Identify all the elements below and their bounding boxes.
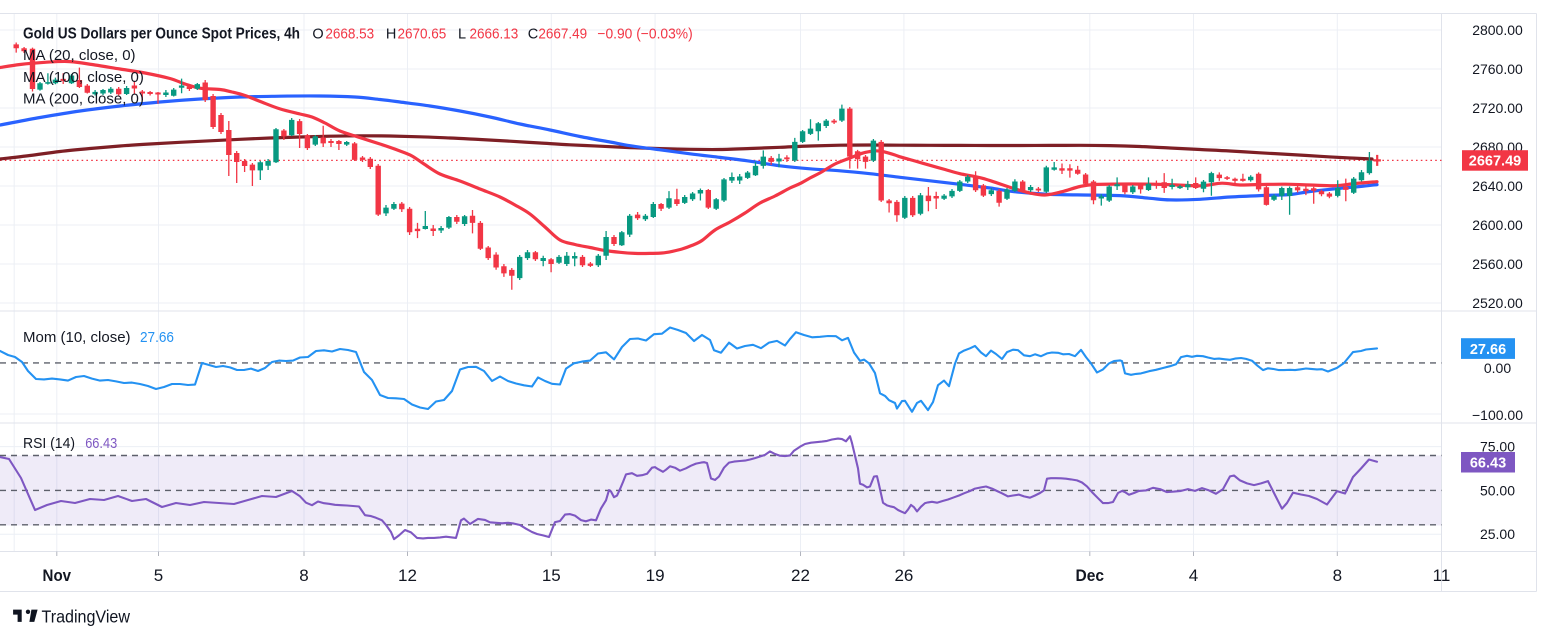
svg-text:2720.00: 2720.00 [1472, 100, 1523, 116]
svg-text:RSI (14): RSI (14) [23, 435, 75, 452]
svg-text:2560.00: 2560.00 [1472, 256, 1523, 272]
svg-text:−100.00: −100.00 [1472, 407, 1523, 423]
svg-text:15: 15 [542, 566, 561, 585]
svg-text:Dec: Dec [1076, 566, 1105, 585]
svg-text:2760.00: 2760.00 [1472, 61, 1523, 77]
svg-text:75.00: 75.00 [1480, 439, 1515, 455]
svg-text:27.66: 27.66 [140, 329, 174, 346]
svg-text:8: 8 [1333, 566, 1342, 585]
svg-text:25.00: 25.00 [1480, 526, 1515, 542]
svg-text:26: 26 [894, 566, 913, 585]
svg-text:2668.53: 2668.53 [325, 26, 374, 42]
svg-text:4: 4 [1189, 566, 1198, 585]
svg-text:2640.00: 2640.00 [1472, 178, 1523, 194]
svg-text:66.43: 66.43 [1470, 456, 1506, 472]
svg-text:0.00: 0.00 [1484, 360, 1511, 376]
svg-text:L: L [458, 26, 466, 42]
svg-text:27.66: 27.66 [1470, 342, 1506, 358]
svg-text:MA (20, close, 0): MA (20, close, 0) [23, 47, 136, 64]
svg-text:2666.13: 2666.13 [470, 26, 519, 42]
svg-text:2667.49: 2667.49 [1469, 154, 1521, 170]
svg-text:MA (200, close, 0): MA (200, close, 0) [23, 90, 144, 107]
svg-text:2667.49: 2667.49 [538, 26, 587, 42]
svg-text:12: 12 [398, 566, 417, 585]
svg-text:22: 22 [791, 566, 810, 585]
svg-text:Mom (10, close): Mom (10, close) [23, 329, 131, 346]
svg-text:50.00: 50.00 [1480, 482, 1515, 498]
svg-text:2670.65: 2670.65 [398, 26, 447, 42]
svg-text:Gold US Dollars per Ounce Spot: Gold US Dollars per Ounce Spot Prices, 4… [23, 25, 300, 42]
svg-text:Nov: Nov [43, 566, 72, 585]
svg-text:2520.00: 2520.00 [1472, 295, 1523, 311]
svg-text:66.43: 66.43 [85, 435, 117, 452]
svg-text:2600.00: 2600.00 [1472, 217, 1523, 233]
svg-text:O: O [312, 26, 323, 42]
svg-text:−0.90 (−0.03%): −0.90 (−0.03%) [597, 26, 692, 42]
svg-text:2800.00: 2800.00 [1472, 22, 1523, 38]
svg-text:8: 8 [299, 566, 308, 585]
svg-text:11: 11 [1433, 566, 1451, 585]
svg-text:MA (100, close, 0): MA (100, close, 0) [23, 69, 144, 86]
svg-text:19: 19 [646, 566, 665, 585]
svg-text:H: H [386, 26, 396, 42]
svg-text:TradingView: TradingView [42, 607, 131, 627]
svg-text:5: 5 [154, 566, 163, 585]
svg-text:C: C [528, 26, 538, 42]
